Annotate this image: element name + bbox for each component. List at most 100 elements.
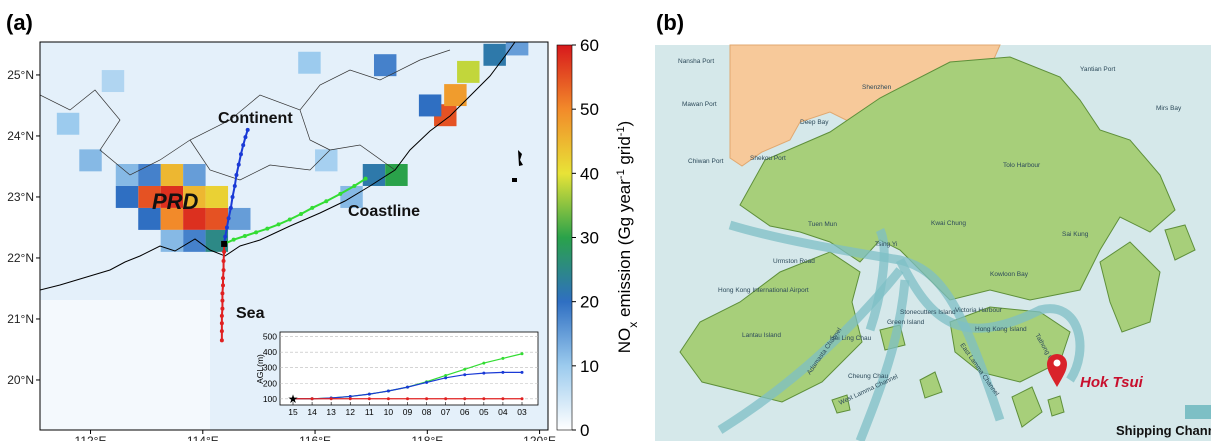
y-tick-label: 25°N [7,68,34,82]
emission-cell [183,164,206,186]
site-marker [1047,354,1067,387]
colorbar-title-part: -1 [615,169,627,179]
series-point [482,371,486,375]
emission-cell [373,54,397,77]
place-label: Tsing Yi [875,241,897,248]
trajectory-point [310,205,315,210]
place-label: Victoria Harbour [955,307,1003,314]
x-tick-label: 15 [288,407,298,417]
series-point [310,397,314,401]
series-point [406,385,409,389]
x-tick-label: 120°E [523,434,556,441]
colorbar-tick-label: 50 [580,100,599,119]
y-tick-label: 400 [263,347,277,357]
colorbar: NOx emission (Gg year-1 grid-1) 01020304… [556,36,640,440]
trajectory-point [238,152,243,157]
inset-frame [279,331,539,406]
y-tick-label: 200 [263,378,277,388]
trajectory-point [228,205,233,210]
x-tick-label: 04 [498,407,508,417]
series-point [501,370,505,374]
series-point [291,397,295,401]
emission-cell [101,70,125,93]
trajectory-point [220,283,225,288]
colorbar-title-part: x [626,322,640,328]
series-point [501,356,505,360]
series-point [367,392,371,396]
trajectory-point [324,199,329,204]
emission-cell [115,185,139,208]
panel-label: (a) [6,10,33,35]
place-label: Urmston Road [773,258,815,265]
origin-marker [221,240,228,247]
emission-cell [183,229,206,252]
trajectory-point [234,172,239,177]
trajectory-point [226,216,231,221]
trajectory-point [219,321,224,326]
series-point [520,352,524,356]
trajectory-point [287,217,292,222]
place-label: Mawan Port [682,101,717,108]
place-label: Nansha Port [678,58,714,65]
trajectory-point [220,306,225,311]
series-point [463,373,467,377]
series-point [329,397,333,401]
colorbar-ramp [556,44,573,431]
colorbar-title-part: grid [615,136,634,169]
trajectory-point [230,194,235,199]
emission-cell [138,164,161,186]
border [40,49,451,181]
emission-cell [418,94,442,117]
x-tick-label: 10 [384,407,394,417]
emission-cell [362,164,386,186]
site-marker-dot [1053,359,1061,367]
colorbar-title: NOx emission (Gg year-1 grid-1) [615,121,640,353]
emission-cell [115,164,139,186]
emission-cell [183,207,206,230]
place-label: Kowloon Bay [990,271,1029,278]
trajectory-point [236,162,241,167]
x-tick-label: 03 [517,407,527,417]
series-point [386,389,390,393]
x-tick-label: 06 [460,407,470,417]
emission-cell [160,164,184,186]
trajectory-point [223,234,228,239]
emission-cell [444,84,467,107]
colorbar-title-part: -1 [615,126,627,136]
trajectory-point [299,212,304,217]
trajectory-point [220,291,225,296]
series-point [482,397,486,401]
trajectory-point [243,135,248,140]
emission-cell [160,229,184,252]
emission-cell [79,149,102,172]
series-point [425,380,429,384]
place-label: Green Island [887,319,925,326]
trajectory-point [265,226,270,231]
emission-cell [298,51,321,74]
x-tick-label: 116°E [299,434,331,441]
place-label: Kwai Chung [931,220,966,227]
x-tick-label: 13 [326,407,336,417]
series-point [520,397,524,401]
y-tick-label: 20°N [7,373,34,387]
emission-cell [205,185,229,208]
series-point [501,397,505,401]
emission-cell [56,112,80,135]
legend-label: Shipping Channel [1116,423,1211,438]
y-tick-label: 300 [263,363,277,373]
place-label: Shekou Port [750,155,786,162]
colorbar-tick-label: 30 [580,229,599,248]
x-tick-label: 11 [365,407,374,417]
trajectory-point [363,176,368,181]
y-axis-label: AGL(m) [255,354,265,384]
trajectory-point [219,313,224,318]
y-tick-label: 24°N [7,129,34,143]
place-label: Tolo Harbour [1003,162,1041,169]
y-tick-label: 500 [263,332,277,342]
colorbar-title-part: emission (Gg year [615,179,634,322]
series-point [482,361,486,365]
colorbar-tick-label: 40 [580,164,599,183]
coastline [40,42,516,291]
x-tick-label: 112°E [75,434,107,441]
place-label: Sai Kung [1062,231,1089,238]
